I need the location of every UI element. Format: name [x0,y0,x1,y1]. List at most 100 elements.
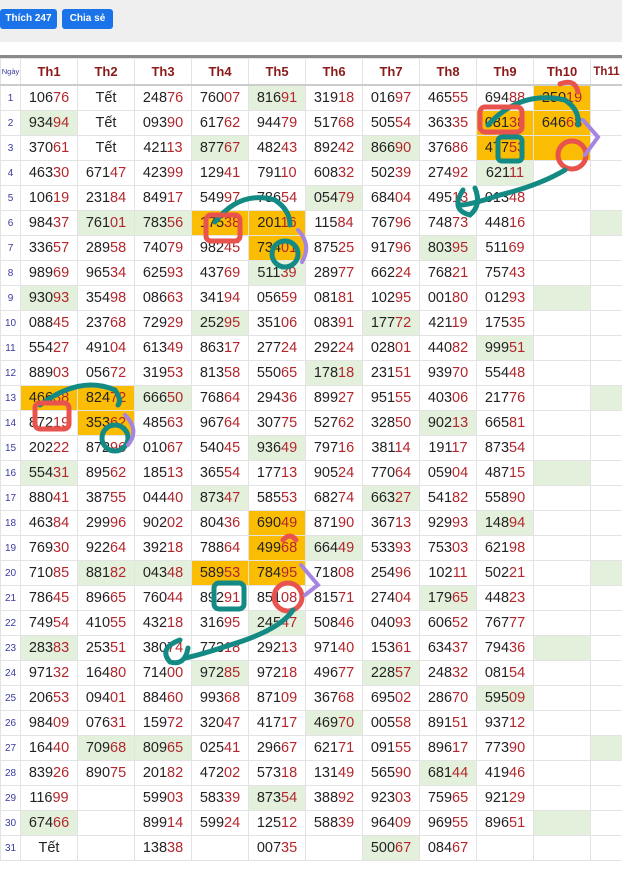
last-two-digits: 62 [224,115,241,131]
result-cell: 14894 [476,510,534,536]
result-cell: 86317 [191,335,249,361]
last-two-digits: 65 [167,740,184,756]
result-cell: 19117 [419,435,477,461]
last-two-digits: 09 [281,690,298,706]
result-cell: 05479 [305,185,363,211]
day-number: 7 [0,235,21,261]
result-cell: 50554 [362,110,420,136]
last-two-digits: 51 [509,815,526,831]
result-cell: 78645 [20,585,78,611]
last-two-digits: 84 [337,215,354,231]
last-two-digits: 76 [53,90,70,106]
last-two-digits: 18 [281,665,298,681]
day-number: 23 [0,635,21,661]
last-two-digits: 13 [452,415,469,431]
result-cell: 92129 [476,785,534,811]
last-two-digits: 76 [509,390,526,406]
result-cell: 76796 [362,210,420,236]
last-two-digits: 15 [509,465,526,481]
result-cell: 74873 [419,210,477,236]
result-cell: 36713 [362,510,420,536]
result-cell: 38074 [134,635,192,661]
result-cell [533,235,591,261]
result-cell: 16440 [20,735,78,761]
last-two-digits: 11 [452,565,468,581]
result-cell: 77064 [362,460,420,486]
result-cell: 69049 [248,510,306,536]
last-two-digits: 32 [452,665,469,681]
result-cell: 28977 [305,260,363,286]
result-cell: 98245 [191,235,249,261]
last-two-digits: 72 [395,315,412,331]
last-two-digits: 55 [110,615,127,631]
last-two-digits: 01 [281,240,298,256]
result-cell: 18513 [134,460,192,486]
result-cell: 96764 [191,410,249,436]
last-two-digits: 09 [395,815,412,831]
result-cell: 36335 [419,110,477,136]
result-cell: 80436 [191,510,249,536]
result-cell: 23184 [77,185,135,211]
result-cell: 01067 [134,435,192,461]
table-row: 24 97132 16480 71400 97285 97218 49677 22857 248… [0,660,622,686]
last-two-digits: 57 [395,665,412,681]
result-cell: 27492 [419,160,477,186]
last-two-digits: 80 [110,665,127,681]
last-two-digits: 14 [167,815,184,831]
last-two-digits: 79 [167,240,184,256]
last-two-digits: 71 [338,740,355,756]
result-cell: 88903 [20,360,78,386]
last-two-digits: 35 [509,315,526,331]
result-cell: 48715 [476,460,534,486]
result-cell: 32850 [362,410,420,436]
result-cell: 56590 [362,760,420,786]
result-cell: 87354 [248,785,306,811]
result-cell: 62171 [305,735,363,761]
result-cell: 59509 [476,685,534,711]
last-two-digits: 54 [509,440,526,456]
last-two-digits: 49 [167,340,184,356]
result-cell: 28958 [77,235,135,261]
last-two-digits: 24 [224,815,241,831]
last-two-digits: 94 [53,115,70,131]
last-two-digits: 37 [452,640,469,656]
last-two-digits: 35 [281,840,298,856]
day-number: 27 [0,735,21,761]
result-cell [590,160,622,186]
last-two-digits: 53 [224,565,241,581]
result-cell: 00180 [419,285,477,311]
last-two-digits: 54 [509,665,526,681]
last-two-digits: 68 [338,115,355,131]
result-cell [533,260,591,286]
header-day: Ngày [0,58,21,86]
last-two-digits: 41 [224,165,241,181]
result-cell [533,585,591,611]
last-two-digits: 08 [281,590,298,606]
last-two-digits: 13 [166,140,183,156]
last-two-digits: 95 [452,240,469,256]
table-row: 9 93093 35498 08663 34194 05659 08181 10295 0018… [0,285,622,311]
result-cell: 61762 [191,110,249,136]
share-button[interactable]: Chia sẻ [62,9,113,29]
header-th11: Th11 [590,58,622,86]
result-cell: 25351 [77,635,135,661]
result-cell: 75303 [419,535,477,561]
last-two-digits: 55 [110,490,127,506]
result-cell: 66581 [476,410,534,436]
last-two-digits: 63 [167,415,184,431]
last-two-digits: 18 [338,365,355,381]
last-two-digits: 50 [395,415,412,431]
like-button[interactable]: Thích 247 [0,9,57,29]
last-two-digits: 65 [452,590,469,606]
last-two-digits: 00 [167,665,184,681]
result-cell: 01697 [362,84,420,111]
last-two-digits: 84 [110,190,127,206]
last-two-digits: 21 [509,565,526,581]
last-two-digits: 45 [224,240,241,256]
result-cell [533,635,591,661]
last-two-digits: 96 [395,215,412,231]
result-cell: 84917 [134,185,192,211]
result-cell: 58839 [305,810,363,836]
last-two-digits: 27 [53,340,70,356]
last-two-digits: 14 [394,440,411,456]
